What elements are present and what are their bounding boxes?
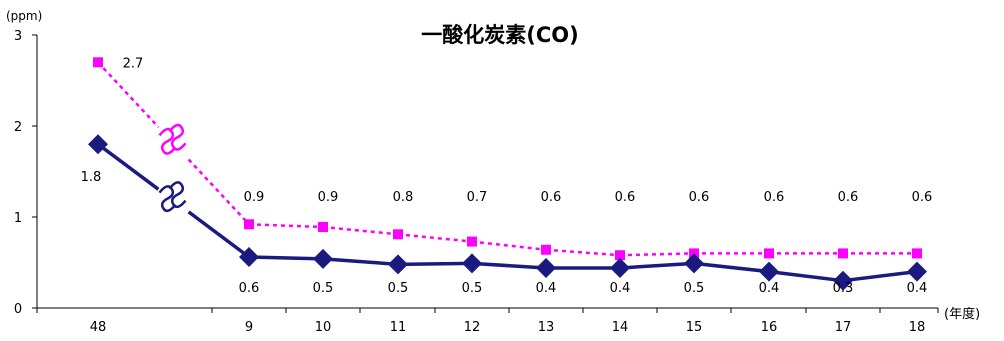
series-1-point — [388, 254, 408, 275]
series-1-data-label: 0.4 — [536, 281, 557, 296]
series-1-segment — [187, 210, 251, 259]
series-1-data-label: 0.5 — [462, 281, 483, 296]
series-1-point — [759, 261, 779, 282]
axis-break-marks — [158, 123, 187, 213]
series-0-data-label: 0.8 — [393, 190, 414, 205]
series-0-segment — [187, 158, 250, 226]
series-0-data-label: 0.6 — [615, 190, 636, 205]
series-1-segment — [619, 261, 695, 270]
series-0-point — [541, 244, 551, 255]
series-0-data-label: 0.6 — [838, 190, 859, 205]
data-labels: 2.7 0.9 0.9 0.8 0.7 0.6 0.6 0.6 0.6 0.6 0.6 1.8 0.6 0… — [81, 56, 933, 296]
series-0-data-label: 0.6 — [689, 190, 710, 205]
series-1-data-label: 1.8 — [81, 170, 102, 185]
y-tick-label: 3 — [14, 29, 22, 44]
series-0-data-label: 0.6 — [541, 190, 562, 205]
series-0-break-mark — [158, 123, 187, 155]
series-1-data-label: 0.5 — [388, 281, 409, 296]
series-1-data-label: 0.4 — [907, 281, 928, 296]
series-1-point — [462, 253, 482, 274]
chart-title: 一酸化炭素(CO) — [421, 23, 578, 47]
series-0-point — [912, 248, 922, 259]
series-0-point — [93, 57, 103, 68]
series-1-break-mark — [158, 181, 187, 213]
series-0-point — [318, 222, 328, 233]
series-0-segment — [397, 233, 473, 243]
x-tick-label: 11 — [390, 320, 407, 335]
x-tick-label: 48 — [90, 320, 107, 335]
x-tick-label: 10 — [315, 320, 332, 335]
series-0-segment — [619, 252, 695, 257]
x-tick-label: 12 — [464, 320, 481, 335]
series-0-segment — [545, 248, 621, 257]
series-1-point — [610, 257, 630, 278]
series-0-point — [689, 248, 699, 259]
series-0-segment — [322, 225, 399, 236]
series-0-point — [764, 248, 774, 259]
series-0-point — [467, 236, 477, 247]
series-layer — [88, 57, 927, 291]
series-0-segment — [248, 223, 324, 229]
x-axis-unit-label: (年度) — [944, 306, 980, 322]
series-1-segment — [693, 261, 770, 274]
y-tick-label: 1 — [14, 211, 22, 226]
series-1-point — [907, 261, 927, 282]
series-1-segment — [842, 269, 918, 283]
x-tick-label: 16 — [761, 320, 778, 335]
series-1-segment — [768, 269, 844, 283]
series-1-point — [88, 134, 108, 155]
series-0-data-label: 0.9 — [318, 190, 339, 205]
series-0-data-label: 0.9 — [244, 190, 265, 205]
series-1-data-label: 0.4 — [610, 281, 631, 296]
series-0-data-label: 2.7 — [123, 56, 144, 71]
series-1-segment — [322, 257, 399, 267]
series-1-point — [536, 257, 556, 278]
x-tick-label: 9 — [245, 320, 253, 335]
series-1-segment — [471, 261, 547, 270]
series-0-data-label: 0.6 — [912, 190, 933, 205]
series-0-point — [244, 219, 254, 230]
y-tick-label: 0 — [14, 302, 22, 317]
series-0-point — [615, 250, 625, 261]
x-tick-label: 17 — [835, 320, 852, 335]
series-1-segment — [397, 261, 473, 267]
series-1-data-label: 0.5 — [313, 281, 334, 296]
series-1-point — [684, 253, 704, 274]
series-1-point — [239, 247, 259, 268]
series-1-data-label: 0.4 — [759, 281, 780, 296]
x-tick-label: 14 — [612, 320, 629, 335]
series-1-point — [833, 270, 853, 291]
y-axis-unit-label: (ppm) — [6, 9, 42, 23]
series-0-point — [393, 229, 403, 240]
x-tick-label: 13 — [538, 320, 555, 335]
series-1-data-label: 0.3 — [833, 281, 854, 296]
series-1-point — [313, 248, 333, 269]
series-1-segment — [96, 142, 160, 191]
series-1-segment — [248, 255, 324, 261]
series-0-data-label: 0.7 — [467, 190, 488, 205]
series-1-data-label: 0.5 — [684, 281, 705, 296]
x-tick-label: 18 — [909, 320, 926, 335]
series-1-data-label: 0.6 — [239, 281, 260, 296]
y-tick-label: 2 — [14, 120, 22, 135]
series-0-segment — [471, 240, 547, 252]
series-0-point — [838, 248, 848, 259]
series-0-data-label: 0.6 — [764, 190, 785, 205]
x-tick-label: 15 — [686, 320, 703, 335]
series-0-segment — [97, 61, 160, 128]
